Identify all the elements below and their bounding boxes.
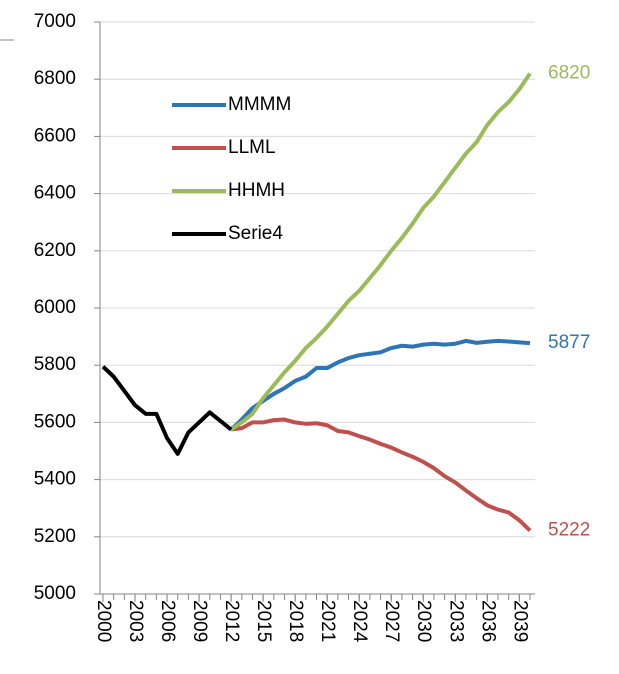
x-tick-label: 2012 (221, 600, 242, 642)
series-line (229, 72, 532, 432)
x-tick-label: 2024 (349, 600, 370, 643)
y-tick-label: 6000 (34, 297, 76, 318)
legend-label: LLML (228, 137, 276, 158)
end-value-label: 5222 (548, 520, 590, 541)
y-tick-label: 5000 (34, 583, 76, 604)
x-tick-label: 2039 (509, 600, 530, 642)
end-value-label: 5877 (548, 332, 590, 353)
x-tick-label: 2033 (445, 600, 466, 642)
x-tick-label: 2015 (253, 600, 274, 642)
series-line (229, 338, 531, 432)
x-tick-label: 2018 (285, 600, 306, 642)
x-tick-label: 2030 (413, 600, 434, 642)
y-tick-label: 5600 (34, 411, 76, 432)
y-tick-label: 6400 (34, 183, 76, 204)
y-tick-label: 6800 (34, 68, 76, 89)
x-tick-label: 2003 (125, 600, 146, 642)
y-tick-label: 5200 (34, 526, 76, 547)
y-tick-label: 5400 (34, 469, 76, 490)
x-tick-label: 2006 (157, 600, 178, 642)
series-line (101, 365, 233, 456)
legend-label: HHMH (228, 180, 285, 201)
x-tick-label: 2027 (381, 600, 402, 642)
series-line (230, 417, 532, 532)
x-tick-label: 2021 (317, 600, 338, 642)
y-tick-label: 6600 (34, 125, 76, 146)
x-tick-label: 2000 (93, 600, 114, 642)
y-tick-label: 5800 (34, 354, 76, 375)
legend-label: Serie4 (228, 223, 283, 244)
x-tick-label: 2009 (189, 600, 210, 642)
y-tick-label: 7000 (34, 11, 76, 32)
legend-label: MMMM (228, 94, 291, 115)
y-tick-label: 6200 (34, 240, 76, 261)
end-value-label: 6820 (548, 62, 590, 83)
x-tick-label: 2036 (477, 600, 498, 642)
